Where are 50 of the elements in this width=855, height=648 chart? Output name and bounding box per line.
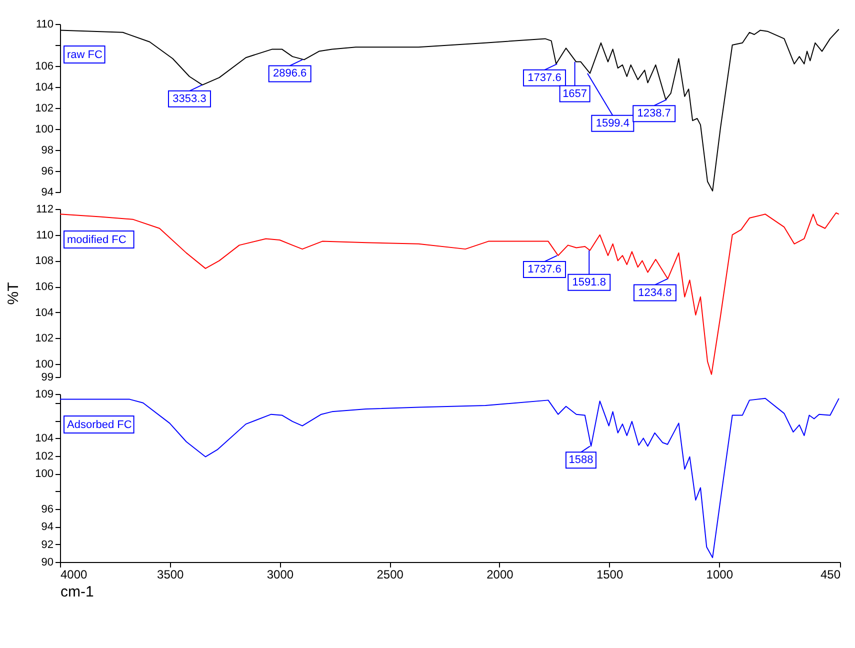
- y-tick-label: 90: [41, 556, 54, 568]
- x-tick-label: 4000: [60, 568, 88, 582]
- annotation: 1737.6: [528, 264, 562, 276]
- x-tick-label: 2500: [376, 568, 404, 582]
- y-tick-label: 98: [41, 144, 54, 156]
- y-tick-label: 108: [35, 255, 54, 268]
- y-tick-label: 100: [35, 358, 54, 371]
- annotation: 2896.6: [273, 68, 307, 80]
- annotation: 1657: [562, 88, 588, 100]
- y-tick-label: 96: [41, 166, 54, 178]
- x-tick-label: 450: [820, 568, 841, 582]
- annotation: 1588: [568, 454, 594, 466]
- line-series: [60, 212, 840, 375]
- annotation: 1737.6: [528, 72, 562, 84]
- x-tick-label: 3000: [266, 568, 294, 582]
- y-tick-label: 102: [35, 102, 54, 114]
- y-tick-label: 99: [41, 372, 54, 384]
- series-label: Adsorbed FC: [67, 419, 132, 431]
- y-tick-label: 110: [36, 18, 54, 30]
- y-tick-label: 109: [35, 388, 54, 400]
- x-tick-label: 3500: [157, 568, 184, 582]
- y-tick-label: 100: [35, 468, 54, 480]
- y-tick-label: 104: [35, 432, 54, 445]
- y-axis-title: %T: [5, 282, 22, 305]
- y-tick-label: 104: [35, 306, 54, 319]
- y-tick-label: 92: [41, 538, 54, 551]
- series-label: modified FC: [67, 234, 126, 246]
- y-tick-label: 102: [35, 450, 54, 462]
- x-tick-label: 1000: [706, 568, 734, 582]
- y-tick-label: 112: [36, 204, 54, 216]
- x-axis-title: cm-1: [60, 584, 94, 600]
- y-tick-label: 96: [41, 503, 54, 516]
- annotation: 1599.4: [596, 117, 630, 130]
- y-tick-label: 94: [41, 186, 54, 198]
- annotation: 3353.3: [172, 92, 206, 105]
- x-tick-label: 1500: [596, 568, 624, 582]
- line-series: [60, 28, 840, 192]
- series-label: raw FC: [67, 49, 102, 61]
- y-tick-label: 110: [36, 229, 54, 242]
- y-tick-label: 106: [35, 60, 54, 72]
- line-series: [60, 398, 840, 558]
- y-tick-label: 104: [35, 82, 54, 94]
- annotation: 1234.8: [638, 286, 672, 299]
- y-tick-label: 102: [35, 332, 54, 345]
- y-tick-label: 100: [35, 124, 54, 136]
- x-tick-label: 2000: [486, 568, 514, 582]
- annotation: 1591.8: [572, 276, 606, 288]
- annotation: 1238.7: [637, 108, 671, 120]
- y-tick-label: 94: [41, 521, 54, 534]
- y-tick-label: 106: [35, 281, 54, 294]
